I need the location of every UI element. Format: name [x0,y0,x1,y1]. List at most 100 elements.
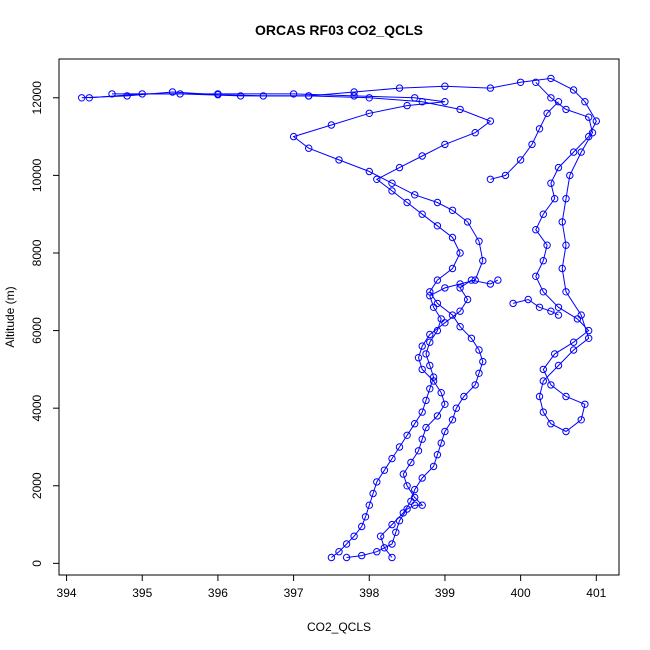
data-point [501,171,510,180]
data-point [441,400,449,408]
x-tick-label: 399 [435,586,455,600]
series-line [112,93,492,558]
data-point [429,303,438,311]
data-point [422,423,430,432]
data-point [403,198,411,207]
y-tick-label: 10000 [30,158,44,192]
data-point [433,299,442,308]
data-point [441,427,449,436]
data-point [433,198,442,207]
data-point [566,171,574,180]
data-point [528,140,536,149]
data-point [562,288,570,296]
data-point [365,94,373,102]
data-point [335,156,343,164]
data-point [543,241,551,249]
data-point [403,101,411,110]
data-point [403,482,411,490]
y-tick-label: 4000 [30,395,44,422]
data-point [547,381,555,389]
y-tick-label: 2000 [30,472,44,499]
data-point [342,540,351,548]
data-point [395,84,404,92]
y-tick-label: 12000 [30,81,44,115]
data-point [392,528,400,536]
data-point [441,319,449,327]
data-point [471,381,479,389]
data-point [486,175,495,184]
data-point [437,315,445,323]
data-point [380,466,389,474]
data-point [456,105,464,114]
x-tick-label: 394 [57,586,77,600]
y-tick-label: 0 [30,560,44,567]
data-point [479,257,487,265]
data-point [539,288,547,296]
data-point [441,284,449,292]
data-point [543,109,551,118]
data-point [562,241,570,249]
data-point [535,392,544,401]
data-point [463,295,472,304]
data-point [441,98,449,106]
chart-title: ORCAS RF03 CO2_QCLS [255,22,423,38]
data-point [524,295,532,304]
data-point [592,117,600,125]
x-axis: 394 395 396 397 398 399 400 401 [57,575,607,600]
data-point [547,420,555,428]
series-2 [78,74,600,436]
data-point [547,74,555,83]
data-point [577,416,585,424]
data-point [554,311,563,319]
data-point [407,497,415,505]
data-point [342,553,351,562]
data-point [403,505,411,513]
data-point [418,435,426,443]
data-point [418,152,426,160]
data-point [532,78,540,87]
data-point [388,179,396,187]
data-point [373,548,381,556]
data-point [411,485,419,494]
data-point [456,249,464,257]
data-point [448,233,457,242]
data-point [547,179,555,187]
data-point [123,92,131,100]
data-point [460,392,468,401]
data-point [426,361,434,370]
data-point [535,125,544,133]
data-point [380,544,389,552]
data-point [585,113,593,121]
data-point [585,132,593,141]
data-point [426,288,434,296]
data-point [456,323,464,331]
data-point [335,548,343,556]
data-point [433,412,442,420]
data-point [475,346,483,354]
data-point [365,167,373,176]
data-point [418,408,426,416]
series-5 [509,295,563,319]
data-point [365,501,373,509]
data-point [486,84,495,92]
x-axis-label: CO2_QCLS [307,620,371,634]
data-point [475,369,483,377]
data-point [236,92,245,100]
data-point [441,140,449,149]
data-point [554,163,563,172]
data-point [509,299,517,308]
y-tick-label: 6000 [30,317,44,344]
data-point [414,354,423,362]
data-point [350,532,358,540]
y-axis: 0 2000 4000 6000 8000 10000 12000 [30,81,59,567]
data-point [569,86,578,94]
data-point [418,365,426,374]
x-tick-label: 395 [132,586,152,600]
data-point [532,272,540,280]
data-point [585,326,593,335]
data-point [388,454,396,463]
series-line [346,279,499,558]
y-axis-label: Altitude (m) [3,286,17,347]
data-point [471,129,479,137]
data-point [418,342,426,350]
